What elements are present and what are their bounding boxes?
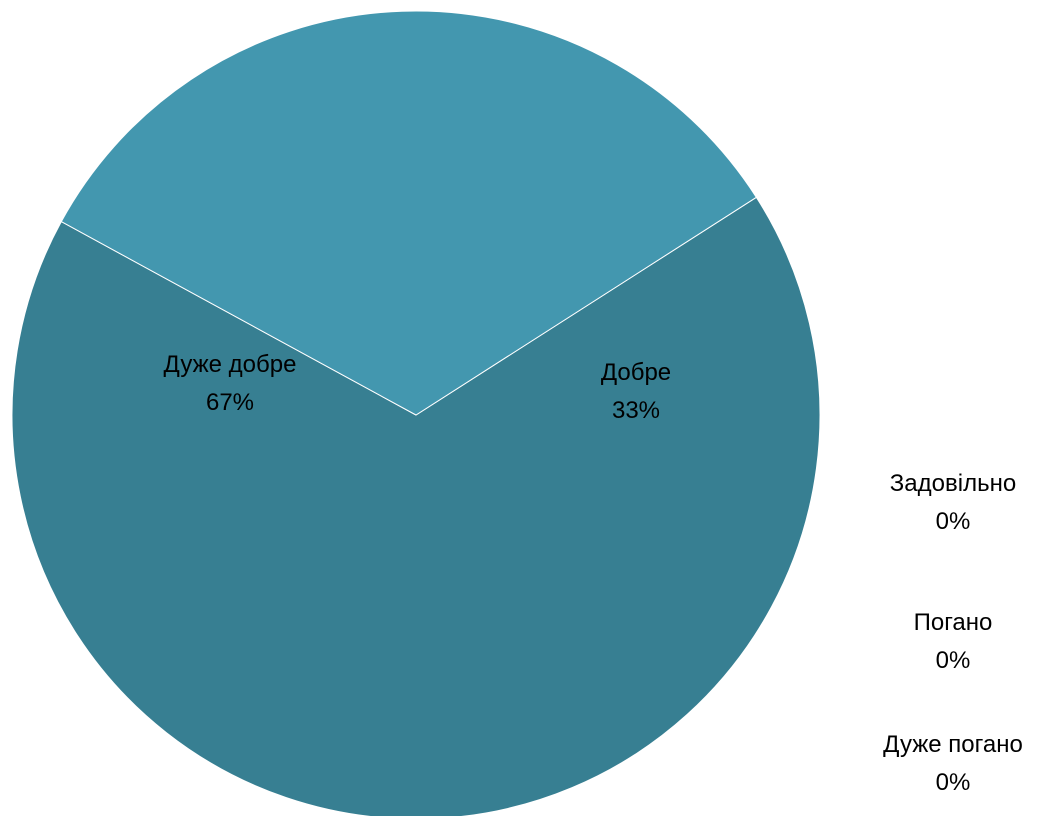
data-label-percent: 0% — [936, 647, 971, 674]
data-label-1: Добре 33% — [601, 359, 671, 424]
data-label-category: Добре — [601, 359, 671, 386]
data-label-percent: 33% — [612, 397, 660, 424]
pie-data-labels: Дуже добре 67% Добре 33% Задовільно 0% Погано 0… — [164, 351, 1023, 796]
data-label-percent: 67% — [206, 389, 254, 416]
data-label-4: Дуже погано 0% — [883, 731, 1023, 796]
data-label-percent: 0% — [936, 508, 971, 535]
pie-slice-0 — [11, 196, 821, 816]
pie-slice-1 — [60, 10, 758, 416]
data-label-percent: 0% — [936, 769, 971, 796]
pie-slices — [11, 10, 821, 816]
data-label-2: Задовільно 0% — [890, 470, 1016, 535]
data-label-category: Дуже добре — [164, 351, 297, 378]
data-label-3: Погано 0% — [914, 609, 993, 674]
data-label-category: Дуже погано — [883, 731, 1023, 758]
data-label-category: Задовільно — [890, 470, 1016, 497]
data-label-0: Дуже добре 67% — [164, 351, 297, 416]
data-label-category: Погано — [914, 609, 993, 636]
